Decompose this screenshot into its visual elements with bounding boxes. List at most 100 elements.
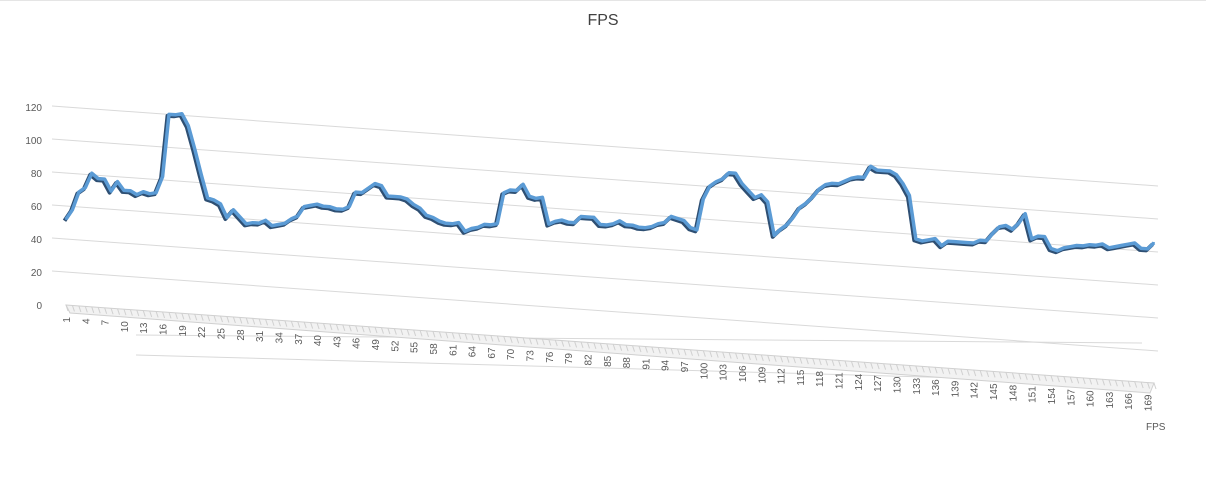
floor-tick bbox=[187, 313, 191, 320]
data-point bbox=[361, 191, 364, 194]
data-point bbox=[71, 208, 74, 211]
x-tick-label: 124 bbox=[854, 373, 865, 390]
floor-tick bbox=[567, 340, 571, 348]
data-point bbox=[316, 203, 318, 206]
x-tick-label: 97 bbox=[680, 361, 691, 373]
x-tick-label: 163 bbox=[1105, 391, 1116, 408]
floor-tick bbox=[419, 330, 423, 337]
floor-tick bbox=[973, 369, 977, 377]
data-point bbox=[367, 187, 370, 189]
floor-tick bbox=[297, 321, 301, 328]
floor-tick bbox=[1089, 378, 1093, 385]
data-point bbox=[502, 191, 505, 194]
floor-tick bbox=[84, 306, 88, 313]
data-point bbox=[605, 224, 608, 226]
floor-tick bbox=[522, 337, 526, 344]
data-point bbox=[586, 216, 589, 218]
x-tick-label: 82 bbox=[583, 354, 594, 366]
floor-tick bbox=[554, 339, 558, 347]
floor-tick bbox=[1095, 378, 1099, 386]
x-tick-label: 85 bbox=[603, 355, 614, 367]
floor-tick bbox=[1050, 375, 1054, 382]
floor-tick bbox=[561, 340, 565, 347]
floor-tick bbox=[1147, 382, 1151, 389]
floor-tick bbox=[722, 351, 726, 359]
y-tick-label: 40 bbox=[31, 235, 43, 246]
x-tick-label: 151 bbox=[1028, 386, 1039, 403]
data-point bbox=[657, 222, 660, 225]
x-tick-label: 28 bbox=[236, 329, 247, 341]
floor-tick bbox=[825, 359, 829, 366]
gridline-20 bbox=[51, 270, 1159, 352]
floor-tick bbox=[767, 355, 771, 362]
x-tick-label: 145 bbox=[989, 383, 1000, 400]
floor-tick bbox=[374, 326, 378, 334]
x-tick-label: 52 bbox=[390, 340, 401, 352]
x-tick-label: 139 bbox=[950, 380, 961, 397]
data-point bbox=[155, 191, 158, 194]
data-point bbox=[1101, 243, 1104, 245]
floor-tick bbox=[258, 318, 262, 326]
floor-tick bbox=[400, 328, 404, 336]
data-point bbox=[399, 196, 402, 198]
floor-tick bbox=[329, 323, 333, 331]
data-point bbox=[97, 177, 100, 180]
floor-tick bbox=[361, 326, 365, 333]
data-point bbox=[1030, 238, 1033, 240]
floor-tick bbox=[303, 321, 307, 329]
floor-tick bbox=[535, 338, 539, 345]
data-point bbox=[509, 189, 512, 191]
top-border bbox=[0, 0, 1206, 1]
data-point bbox=[696, 228, 698, 231]
floor-tick bbox=[696, 350, 700, 357]
data-point bbox=[818, 188, 821, 190]
data-point bbox=[489, 224, 492, 226]
floor-tick bbox=[503, 336, 507, 343]
series-line-shadow bbox=[62, 113, 1154, 255]
depth-axis-label: FPS bbox=[1146, 422, 1166, 433]
floor-tick bbox=[342, 324, 346, 332]
gridlines bbox=[51, 105, 1159, 384]
data-point bbox=[908, 194, 911, 197]
floor-tick bbox=[799, 357, 803, 364]
floor-tick bbox=[599, 343, 603, 350]
data-point bbox=[1095, 244, 1097, 247]
floor-tick bbox=[702, 350, 706, 357]
floor-tick bbox=[368, 326, 372, 333]
data-point bbox=[1024, 212, 1027, 215]
floor-tick bbox=[200, 314, 204, 321]
data-point bbox=[264, 219, 267, 222]
data-point bbox=[457, 221, 460, 224]
floor-tick bbox=[979, 370, 983, 377]
x-tick-label: 13 bbox=[139, 322, 150, 334]
data-point bbox=[245, 222, 248, 225]
floor-tick bbox=[496, 335, 500, 343]
data-point bbox=[1005, 224, 1007, 227]
data-point bbox=[412, 203, 415, 206]
floor-tick bbox=[735, 352, 739, 360]
floor-tick bbox=[168, 312, 172, 319]
floor-tick bbox=[664, 347, 668, 355]
data-point bbox=[876, 169, 879, 172]
x-tick-label: 133 bbox=[912, 377, 923, 394]
floor-tick bbox=[149, 310, 153, 318]
floor-tick bbox=[812, 358, 816, 365]
data-point bbox=[1133, 242, 1136, 244]
floor-tick bbox=[1127, 380, 1131, 388]
data-point bbox=[515, 189, 518, 192]
data-point bbox=[567, 221, 570, 224]
floor-tick bbox=[689, 349, 693, 356]
data-point bbox=[535, 197, 537, 200]
floor-tick bbox=[953, 368, 957, 375]
data-point bbox=[1037, 235, 1040, 237]
floor-tick bbox=[709, 350, 713, 358]
floor-tick bbox=[213, 315, 217, 322]
floor-tick bbox=[220, 315, 223, 323]
data-point bbox=[914, 237, 917, 240]
data-point bbox=[618, 220, 621, 222]
y-tick-label: 80 bbox=[31, 169, 43, 180]
y-tick-label: 20 bbox=[31, 268, 43, 279]
data-point bbox=[638, 226, 640, 229]
data-point bbox=[985, 239, 988, 242]
data-point bbox=[689, 226, 692, 229]
